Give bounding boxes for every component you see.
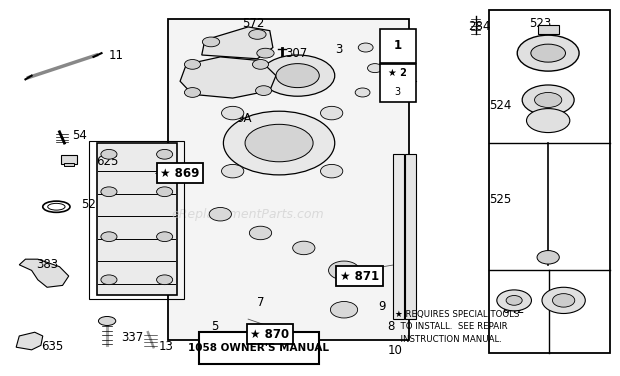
Text: ★ 870: ★ 870 <box>250 327 290 341</box>
Ellipse shape <box>209 208 231 221</box>
Ellipse shape <box>368 64 383 73</box>
Text: 3: 3 <box>335 43 342 56</box>
Ellipse shape <box>221 164 244 178</box>
Bar <box>198 332 319 364</box>
Ellipse shape <box>252 59 268 69</box>
Bar <box>64 162 74 166</box>
Ellipse shape <box>293 241 315 255</box>
Ellipse shape <box>249 226 272 240</box>
Text: 5: 5 <box>211 320 218 333</box>
Text: 52: 52 <box>81 199 96 211</box>
Bar <box>97 143 177 295</box>
Text: 1: 1 <box>394 39 402 52</box>
Text: 523: 523 <box>529 17 552 30</box>
Ellipse shape <box>321 106 343 120</box>
Bar <box>538 25 559 35</box>
Text: 10: 10 <box>388 344 402 358</box>
Text: 572: 572 <box>242 17 264 30</box>
Ellipse shape <box>249 30 266 39</box>
Ellipse shape <box>321 164 343 178</box>
Ellipse shape <box>221 106 244 120</box>
Ellipse shape <box>245 124 313 162</box>
Ellipse shape <box>358 43 373 52</box>
Bar <box>61 155 77 164</box>
Text: 625: 625 <box>97 155 119 168</box>
Ellipse shape <box>157 187 172 197</box>
Ellipse shape <box>101 232 117 241</box>
Text: ★ 2: ★ 2 <box>388 68 407 77</box>
Text: 7: 7 <box>257 296 265 309</box>
Text: 635: 635 <box>41 340 63 353</box>
Text: 524: 524 <box>489 99 511 112</box>
Ellipse shape <box>184 59 200 69</box>
Text: ★ REQUIRES SPECIAL TOOLS
  TO INSTALL.  SEE REPAIR
  INSTRUCTION MANUAL.: ★ REQUIRES SPECIAL TOOLS TO INSTALL. SEE… <box>396 309 520 344</box>
Ellipse shape <box>355 88 370 97</box>
Bar <box>380 29 416 62</box>
Text: ★ 869: ★ 869 <box>161 167 200 179</box>
Ellipse shape <box>276 64 319 88</box>
Ellipse shape <box>260 55 335 96</box>
Text: 337: 337 <box>122 331 144 344</box>
Ellipse shape <box>506 296 522 305</box>
Ellipse shape <box>101 149 117 159</box>
Ellipse shape <box>157 149 172 159</box>
Bar <box>168 20 409 340</box>
Ellipse shape <box>531 44 565 62</box>
Bar <box>489 10 610 353</box>
Text: 842: 842 <box>502 303 524 316</box>
Ellipse shape <box>255 86 272 96</box>
Ellipse shape <box>330 302 358 318</box>
Polygon shape <box>202 27 273 59</box>
Text: 13: 13 <box>159 340 174 353</box>
Ellipse shape <box>542 287 585 314</box>
Text: eReplacementParts.com: eReplacementParts.com <box>172 208 324 221</box>
Text: ★ 871: ★ 871 <box>340 270 379 282</box>
Ellipse shape <box>184 88 200 97</box>
Ellipse shape <box>537 250 559 264</box>
Ellipse shape <box>526 109 570 133</box>
Text: 525: 525 <box>489 193 511 206</box>
Text: 307: 307 <box>285 47 308 60</box>
Bar <box>405 154 417 319</box>
Ellipse shape <box>223 111 335 175</box>
Ellipse shape <box>522 85 574 115</box>
Ellipse shape <box>534 92 562 108</box>
Ellipse shape <box>257 48 274 58</box>
Text: 54: 54 <box>72 129 87 142</box>
Bar <box>380 64 416 102</box>
Ellipse shape <box>497 290 531 311</box>
Ellipse shape <box>202 37 219 47</box>
Polygon shape <box>19 259 69 287</box>
Ellipse shape <box>517 35 579 71</box>
Polygon shape <box>16 332 43 350</box>
Ellipse shape <box>101 275 117 285</box>
Ellipse shape <box>99 317 116 326</box>
Text: 8: 8 <box>388 320 395 333</box>
Text: 3: 3 <box>395 88 401 97</box>
Ellipse shape <box>157 275 172 285</box>
Bar <box>393 154 404 319</box>
Text: 1058 OWNER'S MANUAL: 1058 OWNER'S MANUAL <box>188 343 329 353</box>
Ellipse shape <box>157 232 172 241</box>
Text: 9: 9 <box>378 300 386 312</box>
Text: 383: 383 <box>37 258 59 271</box>
Text: 9A: 9A <box>236 112 251 125</box>
Ellipse shape <box>552 294 575 307</box>
Text: 11: 11 <box>109 49 124 62</box>
Text: 284: 284 <box>467 20 490 33</box>
Bar <box>89 141 184 299</box>
Text: 847: 847 <box>554 303 577 316</box>
Ellipse shape <box>329 261 360 280</box>
Polygon shape <box>180 57 276 98</box>
Ellipse shape <box>101 187 117 197</box>
